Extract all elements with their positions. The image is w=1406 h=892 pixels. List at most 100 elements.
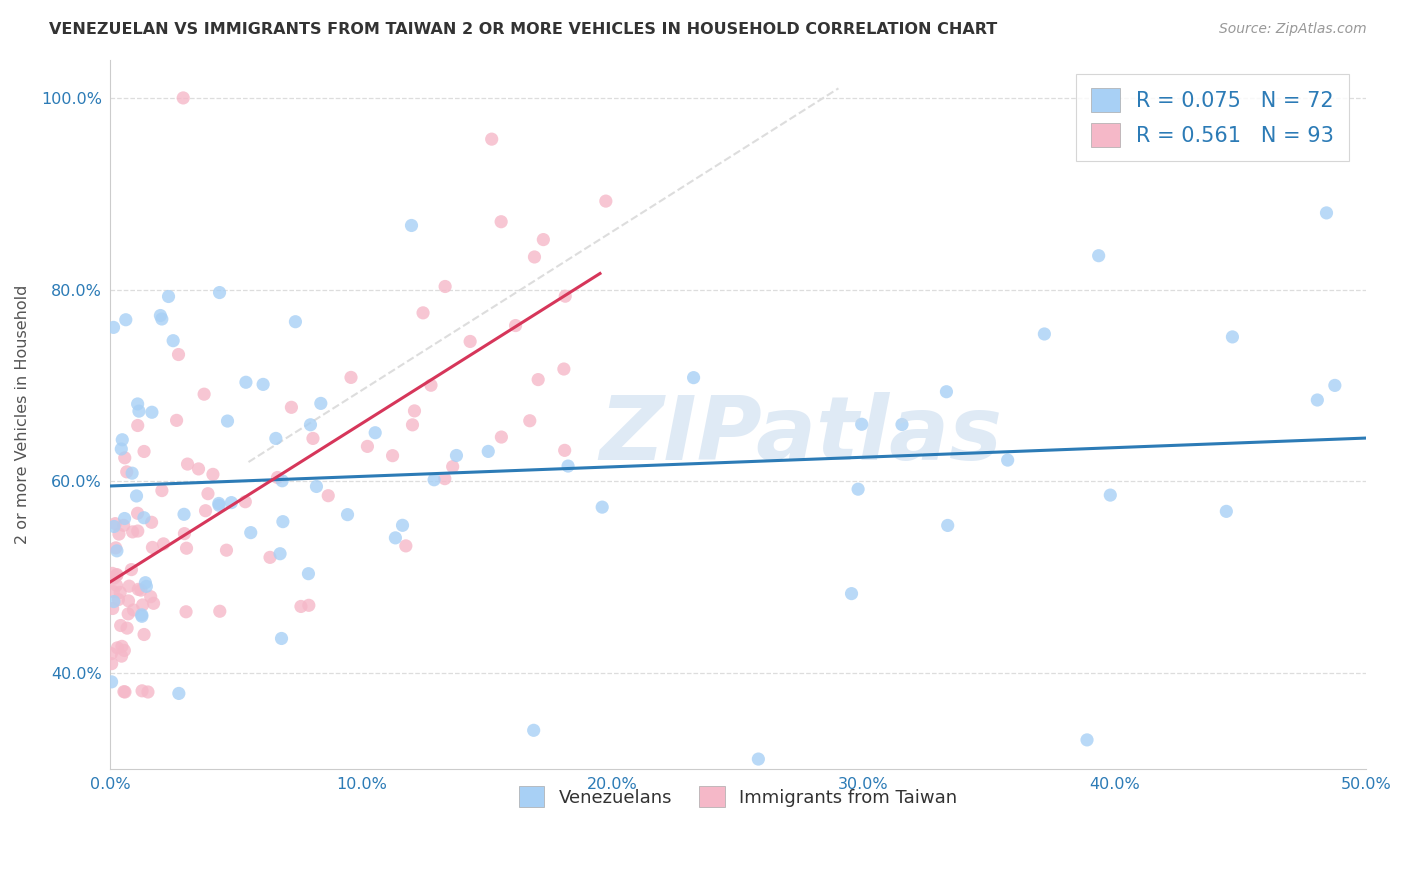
Point <box>104 541 127 555</box>
Point <box>187 462 209 476</box>
Point <box>297 566 319 581</box>
Point <box>221 495 243 509</box>
Point <box>176 457 198 471</box>
Point <box>1033 326 1056 341</box>
Point <box>1087 249 1109 263</box>
Point <box>173 526 195 541</box>
Point <box>166 413 188 427</box>
Point <box>131 598 153 612</box>
Point <box>121 524 143 539</box>
Point <box>420 378 443 392</box>
Point <box>118 579 141 593</box>
Point <box>117 607 139 621</box>
Point <box>298 599 321 613</box>
Point <box>364 425 387 440</box>
Point <box>595 194 617 208</box>
Point <box>103 320 125 334</box>
Point <box>252 377 274 392</box>
Point <box>117 594 139 608</box>
Point <box>217 414 239 428</box>
Point <box>100 657 122 671</box>
Point <box>108 527 131 541</box>
Point <box>433 472 456 486</box>
Point <box>114 312 136 326</box>
Point <box>100 674 122 689</box>
Point <box>309 396 332 410</box>
Text: Source: ZipAtlas.com: Source: ZipAtlas.com <box>1219 22 1367 37</box>
Point <box>115 621 138 635</box>
Point <box>127 524 149 538</box>
Point <box>104 516 127 531</box>
Point <box>112 684 135 698</box>
Point <box>162 334 184 348</box>
Point <box>271 474 294 488</box>
Point <box>851 417 873 432</box>
Point <box>997 453 1019 467</box>
Text: VENEZUELAN VS IMMIGRANTS FROM TAIWAN 2 OR MORE VEHICLES IN HOUSEHOLD CORRELATION: VENEZUELAN VS IMMIGRANTS FROM TAIWAN 2 O… <box>49 22 997 37</box>
Point <box>316 489 339 503</box>
Point <box>107 640 129 655</box>
Point <box>103 594 125 608</box>
Text: ZIPatlas: ZIPatlas <box>599 392 1002 479</box>
Point <box>152 537 174 551</box>
Point <box>527 373 550 387</box>
Point <box>136 685 159 699</box>
Y-axis label: 2 or more Vehicles in Household: 2 or more Vehicles in Household <box>15 285 30 544</box>
Point <box>446 449 468 463</box>
Point <box>519 414 541 428</box>
Point <box>131 607 153 622</box>
Point <box>114 511 136 525</box>
Point <box>103 584 125 599</box>
Point <box>103 519 125 533</box>
Point <box>505 318 527 333</box>
Point <box>167 686 190 700</box>
Point <box>401 417 423 432</box>
Point <box>381 449 404 463</box>
Point <box>523 723 546 738</box>
Point <box>174 605 197 619</box>
Point <box>135 579 157 593</box>
Point <box>215 543 238 558</box>
Point <box>271 515 294 529</box>
Point <box>305 479 328 493</box>
Point <box>141 541 163 555</box>
Point <box>891 417 914 432</box>
Point <box>523 250 546 264</box>
Point <box>264 432 287 446</box>
Point <box>434 279 457 293</box>
Point <box>384 531 406 545</box>
Point <box>259 550 281 565</box>
Point <box>401 219 423 233</box>
Point <box>127 506 149 520</box>
Point <box>107 592 129 607</box>
Point <box>554 289 576 303</box>
Point <box>1215 504 1237 518</box>
Point <box>841 586 863 600</box>
Point <box>1323 378 1346 392</box>
Point <box>340 370 363 384</box>
Point <box>846 482 869 496</box>
Point <box>395 539 418 553</box>
Point <box>114 685 136 699</box>
Point <box>280 401 302 415</box>
Point <box>269 547 291 561</box>
Point <box>1315 206 1337 220</box>
Point <box>233 494 256 508</box>
Point <box>235 376 257 390</box>
Point <box>125 489 148 503</box>
Point <box>112 643 135 657</box>
Point <box>120 563 142 577</box>
Point <box>747 752 769 766</box>
Point <box>266 470 288 484</box>
Point <box>132 510 155 524</box>
Point <box>481 132 503 146</box>
Point <box>1306 392 1329 407</box>
Point <box>208 498 231 512</box>
Point <box>149 309 172 323</box>
Point <box>112 518 135 533</box>
Point <box>111 433 134 447</box>
Point <box>299 417 322 432</box>
Point <box>105 578 128 592</box>
Point <box>193 387 215 401</box>
Point <box>150 312 173 326</box>
